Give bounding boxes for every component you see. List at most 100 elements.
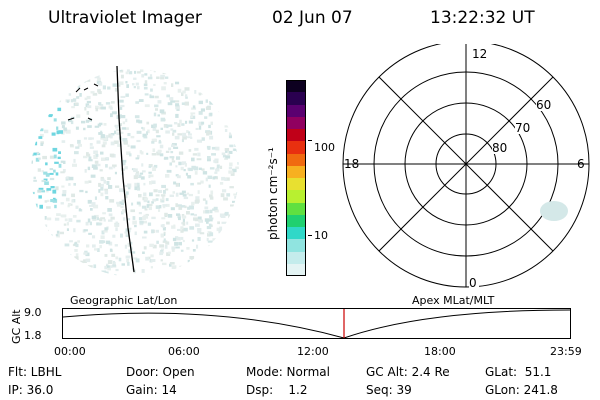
speckle-pixel bbox=[21, 137, 26, 140]
speckle-pixel bbox=[197, 152, 201, 157]
speckle-pixel bbox=[94, 196, 97, 200]
speckle-pixel bbox=[69, 266, 73, 269]
speckle-pixel bbox=[228, 166, 232, 170]
speckle-pixel bbox=[101, 157, 106, 161]
speckle-pixel bbox=[76, 114, 81, 118]
polar-diagonal-2 bbox=[378, 76, 554, 252]
speckle-pixel bbox=[142, 127, 146, 131]
speckle-pixel bbox=[100, 178, 105, 182]
speckle-pixel bbox=[224, 234, 229, 238]
speckle-pixel bbox=[143, 279, 146, 282]
speckle-pixel bbox=[40, 274, 44, 277]
speckle-pixel bbox=[118, 257, 122, 262]
mlt-label-0: 0 bbox=[469, 276, 477, 290]
speckle-pixel bbox=[209, 101, 214, 105]
speckle-pixel bbox=[65, 60, 68, 63]
speckle-pixel bbox=[217, 276, 221, 277]
timeline-plot[interactable] bbox=[62, 306, 572, 342]
speckle-pixel bbox=[114, 274, 117, 277]
coastline-fragments bbox=[67, 83, 99, 121]
speckle-pixel bbox=[146, 204, 150, 208]
speckle-pixel bbox=[220, 76, 224, 80]
speckle-pixel bbox=[214, 171, 218, 174]
speckle-pixel bbox=[40, 143, 44, 146]
speckle-pixel bbox=[42, 237, 47, 240]
speckle-pixel bbox=[165, 76, 169, 79]
speckle-pixel bbox=[127, 144, 130, 147]
speckle-pixel bbox=[237, 162, 239, 165]
speckle-pixel bbox=[174, 241, 179, 246]
speckle-pixel bbox=[247, 211, 250, 215]
speckle-pixel bbox=[238, 135, 239, 140]
speckle-pixel bbox=[141, 269, 145, 273]
speckle-pixel bbox=[23, 243, 28, 246]
speckle-pixel bbox=[87, 105, 92, 109]
speckle-pixel bbox=[214, 158, 219, 161]
speckle-pixel bbox=[205, 99, 208, 103]
speckle-pixel bbox=[174, 65, 177, 68]
speckle-pixel bbox=[24, 280, 27, 284]
speckle-pixel bbox=[25, 145, 28, 147]
speckle-pixel bbox=[60, 60, 64, 63]
speckle-pixel bbox=[144, 73, 148, 76]
speckle-pixel bbox=[153, 123, 157, 128]
speckle-pixel bbox=[177, 284, 181, 286]
speckle-pixel bbox=[146, 131, 148, 136]
speckle-pixel bbox=[225, 227, 231, 231]
speckle-pixel bbox=[137, 182, 140, 186]
speckle-pixel bbox=[137, 184, 140, 189]
speckle-pixel bbox=[178, 151, 184, 155]
speckle-pixel bbox=[35, 157, 40, 162]
speckle-pixel bbox=[88, 180, 92, 183]
speckle-pixel bbox=[112, 164, 117, 167]
speckle-pixel bbox=[72, 215, 77, 218]
speckle-pixel bbox=[133, 175, 138, 180]
speckle-pixel bbox=[197, 228, 202, 231]
speckle-pixel bbox=[94, 74, 100, 79]
speckle-pixel bbox=[125, 232, 130, 236]
speckle-pixel bbox=[169, 262, 175, 265]
info-glon: GLon: 241.8 bbox=[485, 383, 558, 397]
speckle-pixel bbox=[179, 69, 184, 70]
speckle-pixel bbox=[235, 244, 239, 249]
speckle-pixel bbox=[51, 264, 56, 269]
speckle-pixel bbox=[38, 287, 41, 288]
speckle-pixel bbox=[160, 249, 164, 254]
speckle-pixel bbox=[225, 249, 229, 253]
speckle-pixel bbox=[45, 63, 47, 65]
speckle-pixel bbox=[240, 71, 242, 74]
speckle-pixel bbox=[212, 208, 216, 211]
speckle-pixel bbox=[148, 164, 153, 167]
speckle-pixel bbox=[199, 85, 204, 90]
speckle-pixel bbox=[98, 102, 102, 106]
speckle-pixel bbox=[110, 113, 113, 118]
speckle-pixel bbox=[37, 88, 41, 91]
speckle-pixel bbox=[137, 174, 142, 178]
speckle-pixel bbox=[244, 123, 249, 126]
speckle-pixel bbox=[226, 77, 231, 81]
speckle-pixel bbox=[163, 238, 166, 242]
speckle-pixel bbox=[197, 216, 202, 220]
speckle-pixel bbox=[165, 198, 169, 202]
speckle-pixel bbox=[68, 85, 71, 89]
timeline-right-title: Apex MLat/MLT bbox=[412, 294, 495, 307]
speckle-pixel bbox=[26, 112, 29, 115]
speckle-pixel bbox=[238, 278, 242, 282]
colorbar-tick-label-10: 10 bbox=[314, 229, 328, 242]
speckle-pixel bbox=[135, 157, 139, 160]
speckle-pixel bbox=[77, 139, 81, 144]
speckle-pixel bbox=[101, 285, 105, 288]
speckle-pixel bbox=[240, 77, 244, 79]
speckle-pixel bbox=[248, 80, 250, 84]
speckle-pixel bbox=[240, 260, 242, 263]
colorbar-segment bbox=[286, 202, 306, 215]
time-label: 13:22:32 UT bbox=[430, 8, 535, 28]
speckle-pixel bbox=[49, 281, 51, 284]
speckle-pixel bbox=[182, 239, 185, 243]
speckle-pixel bbox=[33, 281, 37, 285]
speckle-pixel bbox=[232, 215, 236, 218]
speckle-pixel bbox=[142, 170, 146, 173]
speckle-pixel bbox=[229, 186, 234, 189]
speckle-pixel bbox=[56, 213, 61, 216]
speckle-pixel bbox=[75, 285, 78, 288]
